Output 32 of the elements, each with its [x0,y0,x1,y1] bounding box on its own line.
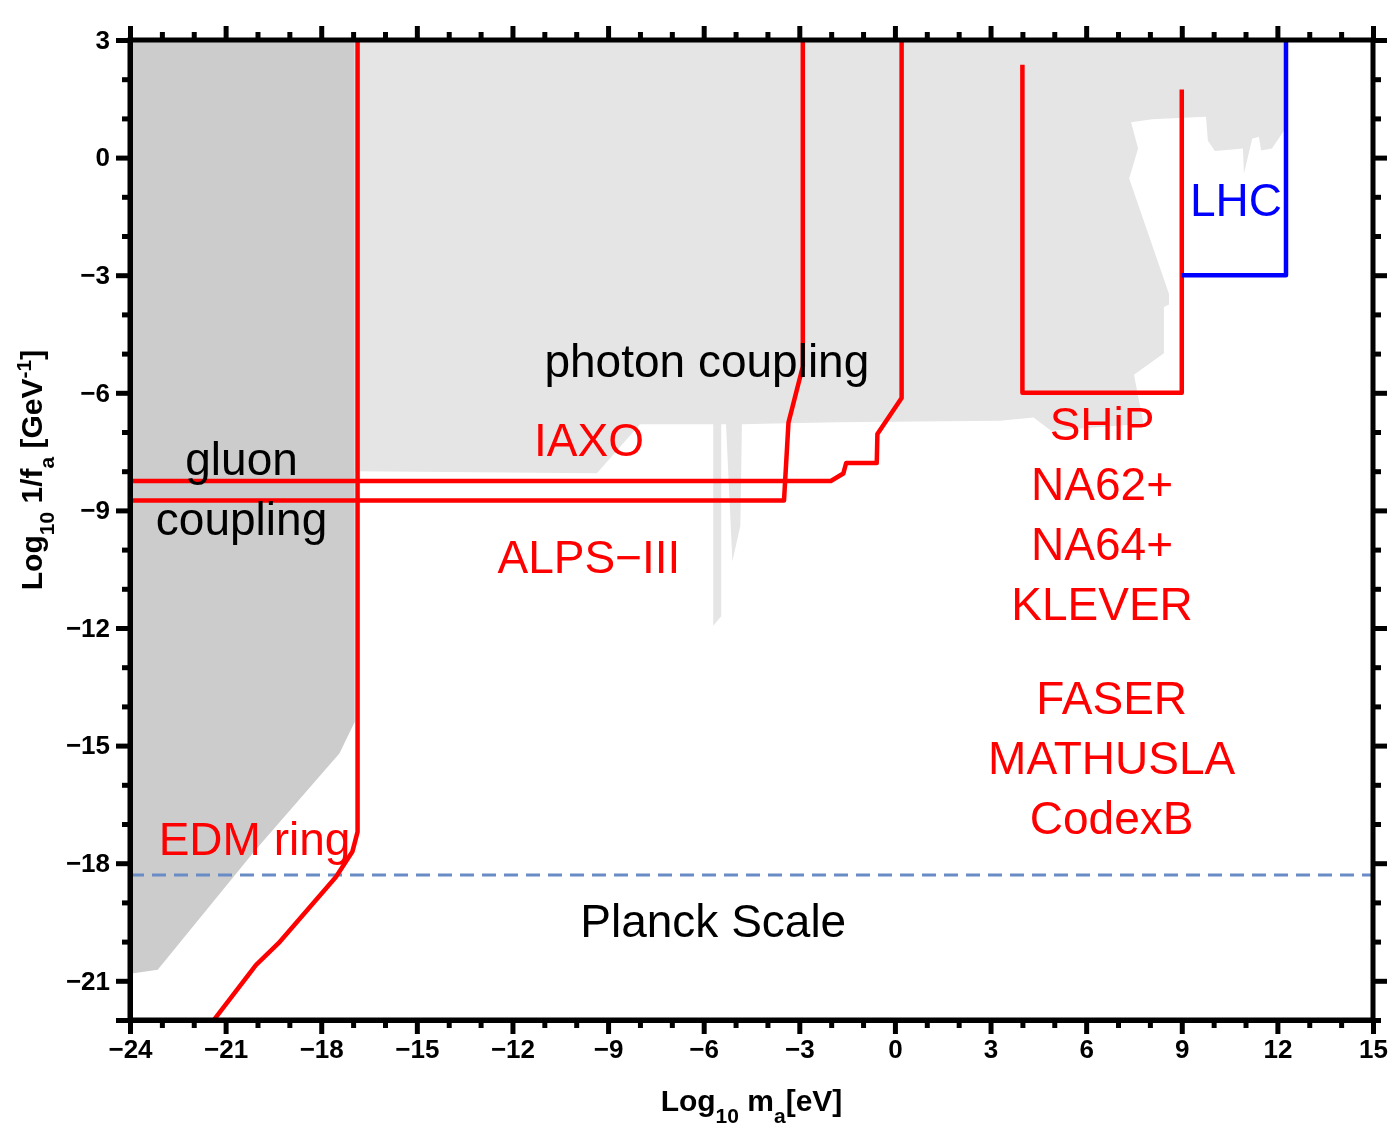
series-label: EDM ring [158,813,351,866]
series-label: SHiP NA62+ NA64+ KLEVER [1011,397,1193,630]
x-tick-label: −6 [689,1034,720,1065]
x-tick-label: −24 [108,1034,154,1065]
y-tick-label: 0 [95,142,110,173]
y-tick-label: −12 [65,612,110,643]
x-tick-label: 0 [888,1034,903,1065]
x-tick-label: 9 [1175,1034,1190,1065]
x-tick-label: −12 [490,1034,536,1065]
x-tick-label: 6 [1079,1034,1094,1065]
y-tick-label: −6 [80,377,110,408]
y-tick-label: 3 [95,24,110,55]
x-tick-label: 12 [1263,1034,1293,1065]
series-label: gluon coupling [155,433,328,546]
x-tick-label: −18 [299,1034,344,1065]
series-label: ALPS−III [497,531,681,584]
x-tick-label: −21 [204,1034,249,1065]
x-tick-label: 15 [1359,1034,1388,1065]
ref-line-label: Planck Scale [580,894,847,947]
y-tick-label: −21 [65,965,110,996]
y-tick-label: −9 [80,495,110,526]
x-axis-title: Log$_{10}$ m$_{a}$[eV] [660,1084,843,1127]
series-label: LHC [1189,174,1282,227]
x-tick-label: −15 [395,1034,440,1065]
x-tick-label: 3 [983,1034,999,1065]
series-label: IAXO [533,413,644,466]
annotation: FASER MATHUSLA CodexB [988,672,1236,845]
y-tick-label: −3 [80,260,110,291]
y-tick-label: −18 [65,848,110,879]
y-tick-label: −15 [65,730,110,761]
x-tick-label: −3 [784,1034,815,1065]
x-tick-label: −9 [593,1034,624,1065]
